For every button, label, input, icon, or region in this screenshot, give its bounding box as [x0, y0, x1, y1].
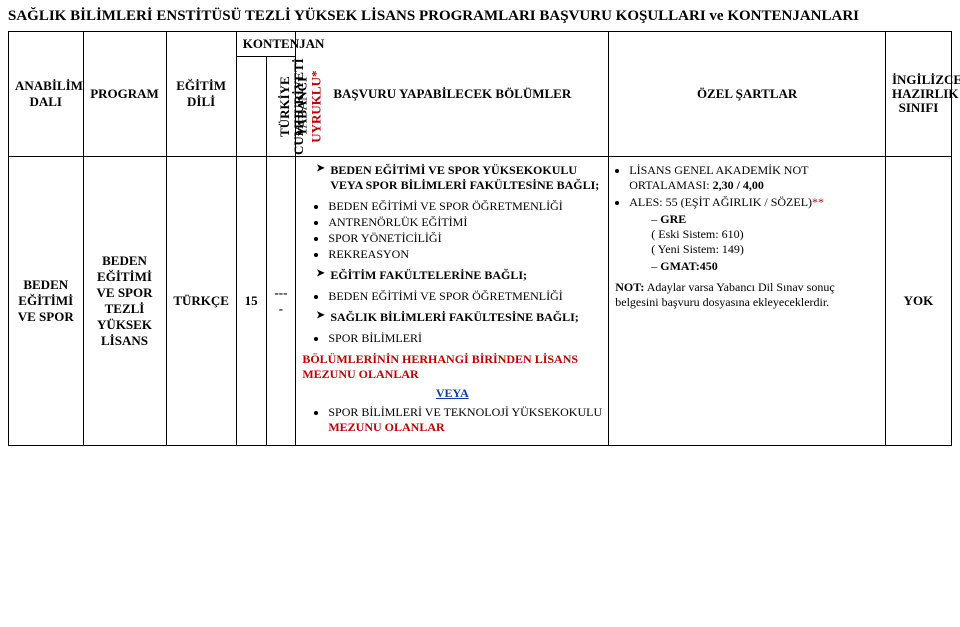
cell-dil: TÜRKÇE — [166, 157, 236, 446]
cell-program: BEDEN EĞİTİMİ VE SPOR TEZLİ YÜKSEK LİSAN… — [83, 157, 166, 446]
cell-kontenjan-yabanci: ---- — [266, 157, 296, 446]
ozel-ales: ALES: 55 (EŞİT AĞIRLIK / SÖZEL)** GRE ( … — [629, 195, 879, 274]
col-basvuru-bolumler: BAŞVURU YAPABİLECEK BÖLÜMLER — [296, 32, 609, 157]
group-3-head: SAĞLIK BİLİMLERİ FAKÜLTESİNE BAĞLI; — [316, 310, 602, 325]
col-program: PROGRAM — [83, 32, 166, 157]
group-1-item: SPOR YÖNETİCİLİĞİ — [328, 231, 602, 246]
cell-ingilizce: YOK — [885, 157, 951, 446]
col-kontenjan-group: KONTENJAN — [236, 32, 296, 57]
group-1-item: REKREASYON — [328, 247, 602, 262]
col-ingilizce-hazirlik: İNGİLİZCE HAZIRLIK SINIFI — [885, 32, 951, 157]
group-2-item: BEDEN EĞİTİMİ VE SPOR ÖĞRETMENLİĞİ — [328, 289, 602, 304]
requirements-table: ANABİLİM DALI PROGRAM EĞİTİM DİLİ KONTEN… — [8, 31, 952, 446]
cell-kontenjan-tc: 15 — [236, 157, 266, 446]
col-egitim-dili: EĞİTİM DİLİ — [166, 32, 236, 157]
group-4-item: SPOR BİLİMLERİ VE TEKNOLOJİ YÜKSEKOKULU … — [328, 405, 602, 435]
group-1-item: ANTRENÖRLÜK EĞİTİMİ — [328, 215, 602, 230]
table-row: BEDEN EĞİTİMİ VE SPOR BEDEN EĞİTİMİ VE S… — [9, 157, 952, 446]
label-veya: VEYA — [302, 386, 602, 401]
group-1-head: BEDEN EĞİTİMİ VE SPOR YÜKSEKOKULU VEYA S… — [316, 163, 602, 193]
note-bolum-mezunu: BÖLÜMLERİNİN HERHANGİ BİRİNDEN LİSANS ME… — [302, 352, 602, 382]
col-ozel-sartlar: ÖZEL ŞARTLAR — [609, 32, 886, 157]
group-2-head: EĞİTİM FAKÜLTELERİNE BAĞLI; — [316, 268, 602, 283]
cell-ozel-sartlar: LİSANS GENEL AKADEMİK NOT ORTALAMASI: 2,… — [609, 157, 886, 446]
cell-basvuru-bolumler: BEDEN EĞİTİMİ VE SPOR YÜKSEKOKULU VEYA S… — [296, 157, 609, 446]
group-1-item: BEDEN EĞİTİMİ VE SPOR ÖĞRETMENLİĞİ — [328, 199, 602, 214]
page-title: SAĞLIK BİLİMLERİ ENSTİTÜSÜ TEZLİ YÜKSEK … — [8, 8, 952, 25]
ozel-gre: GRE ( Eski Sistem: 610) ( Yeni Sistem: 1… — [643, 212, 879, 257]
ozel-gmat: GMAT:450 — [643, 259, 879, 274]
cell-anabilim: BEDEN EĞİTİMİ VE SPOR — [9, 157, 84, 446]
col-kontenjan-tc: TÜRKİYECUMHURİYETİ — [236, 57, 266, 157]
ozel-akademik: LİSANS GENEL AKADEMİK NOT ORTALAMASI: 2,… — [629, 163, 879, 193]
ozel-not: NOT: Adaylar varsa Yabancı Dil Sınav son… — [615, 280, 879, 310]
group-3-item: SPOR BİLİMLERİ — [328, 331, 602, 346]
col-anabilim-dali: ANABİLİM DALI — [9, 32, 84, 157]
